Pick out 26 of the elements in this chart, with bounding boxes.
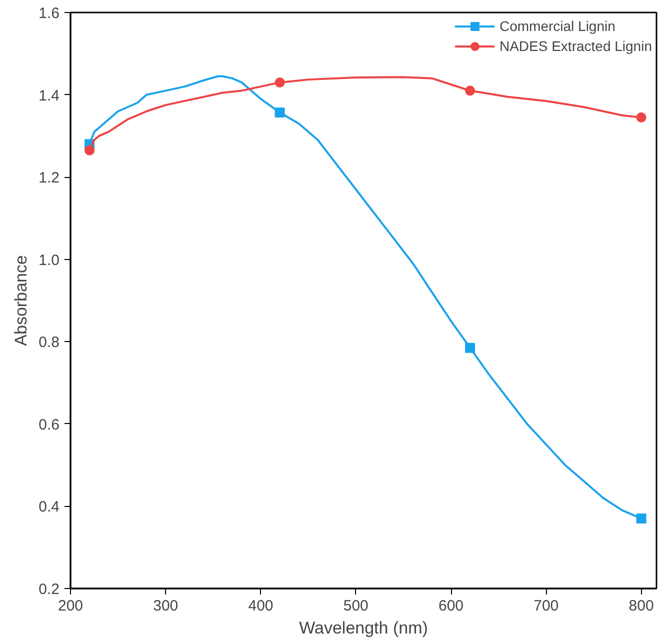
- x-tick-label: 400: [248, 598, 274, 614]
- x-axis-title: Wavelength (nm): [299, 618, 428, 638]
- y-tick-label: 0.2: [38, 581, 60, 598]
- x-tick-label: 700: [534, 598, 559, 614]
- point: [636, 112, 646, 122]
- y-axis-title: Absorbance: [12, 255, 31, 346]
- point: [84, 145, 95, 156]
- x-tick-label: 500: [343, 598, 368, 614]
- y-tick-label: 0.6: [38, 416, 60, 434]
- point: [274, 107, 285, 118]
- legend-label: NADES Extracted Lignin: [499, 38, 652, 54]
- y-tick-label: 1.0: [38, 252, 60, 269]
- x-tick-label: 800: [628, 598, 654, 614]
- y-tick-label: 1.6: [38, 5, 60, 22]
- point: [465, 86, 476, 96]
- point: [274, 77, 285, 88]
- y-tick-label: 1.2: [38, 170, 60, 187]
- x-tick-label: 200: [58, 598, 84, 614]
- x-tick-label: 600: [438, 598, 464, 614]
- point: [636, 514, 646, 524]
- y-tick-label: 1.4: [38, 87, 60, 104]
- y-tick-label: 0.8: [38, 334, 60, 352]
- legend-label: Commercial Lignin: [499, 18, 616, 34]
- x-tick-label: 300: [153, 598, 178, 614]
- y-tick-label: 0.4: [38, 498, 60, 516]
- point: [465, 342, 476, 353]
